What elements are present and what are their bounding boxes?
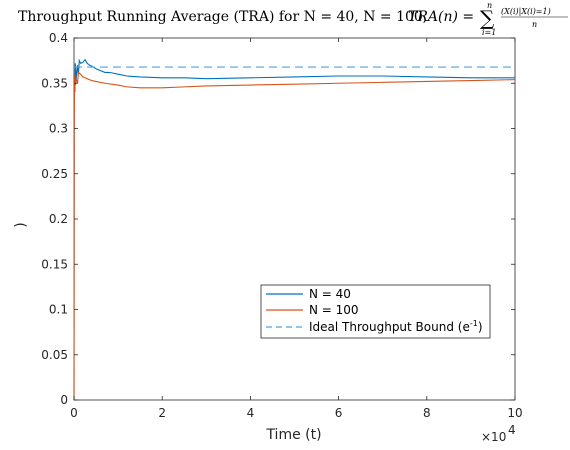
axes-box: [73, 37, 516, 401]
title-formula-lhs: TRA(n) =: [408, 9, 474, 25]
legend-label-ideal-main: Ideal Throughput Bound (e: [309, 320, 470, 334]
x-tick-label-0: 0: [70, 406, 78, 420]
x-tick-label-2: 4: [247, 406, 255, 420]
y-tick-label-5: 0.25: [41, 167, 68, 181]
title-formula: TRA(n) = ∑ n i=1 (X(i)|X(i)=1) n: [408, 1, 568, 37]
sum-upper: n: [487, 1, 492, 10]
y-tick-label-1: 0.05: [41, 348, 68, 362]
legend-item-n40: N = 40: [266, 287, 351, 301]
x-axis-label: Time (t): [265, 427, 321, 443]
sum-lower: i=1: [482, 28, 496, 37]
chart-title: Throughput Running Average (TRA) for N =…: [18, 9, 427, 25]
fraction-denominator: n: [532, 20, 537, 29]
x-tick-label-5: 10: [507, 406, 522, 420]
y-axis-label: ): [13, 222, 29, 227]
legend: N = 40 N = 100 Ideal Throughput Bound (e…: [260, 284, 491, 339]
x-tick-label-4: 8: [423, 406, 431, 420]
legend-item-ideal: Ideal Throughput Bound (e-1): [266, 319, 483, 334]
legend-label-n40: N = 40: [309, 287, 351, 301]
legend-label-ideal: Ideal Throughput Bound (e-1): [309, 319, 483, 334]
x-tick-label-1: 2: [158, 406, 166, 420]
x-multiplier-base: ×10: [481, 430, 506, 444]
y-tick-label-7: 0.35: [41, 76, 68, 90]
legend-box: [260, 284, 491, 339]
y-tick-label-2: 0.1: [49, 303, 68, 317]
y-tick-label-8: 0.4: [49, 31, 68, 45]
plot-area: 0 2 4 6 8 10 0 0.05 0.1 0.15 0.2 0.25 0.3 0.35 0.4: [41, 31, 522, 420]
y-tick-label-0: 0: [60, 393, 68, 407]
legend-label-ideal-suffix: ): [478, 320, 483, 334]
y-tick-label-3: 0.15: [41, 257, 68, 271]
series-line-0: [73, 58, 515, 401]
y-tick-label-4: 0.2: [49, 212, 68, 226]
fraction-numerator: (X(i)|X(i)=1): [501, 7, 551, 16]
y-tick-label-6: 0.3: [49, 122, 68, 136]
x-tick-label-3: 6: [335, 406, 343, 420]
x-multiplier-exp: 4: [508, 423, 516, 437]
sum-symbol: ∑: [480, 6, 495, 30]
legend-label-ideal-sup: -1: [470, 319, 478, 328]
legend-item-n100: N = 100: [266, 303, 359, 317]
legend-label-n100: N = 100: [309, 303, 359, 317]
x-multiplier: ×10 4: [481, 423, 516, 444]
